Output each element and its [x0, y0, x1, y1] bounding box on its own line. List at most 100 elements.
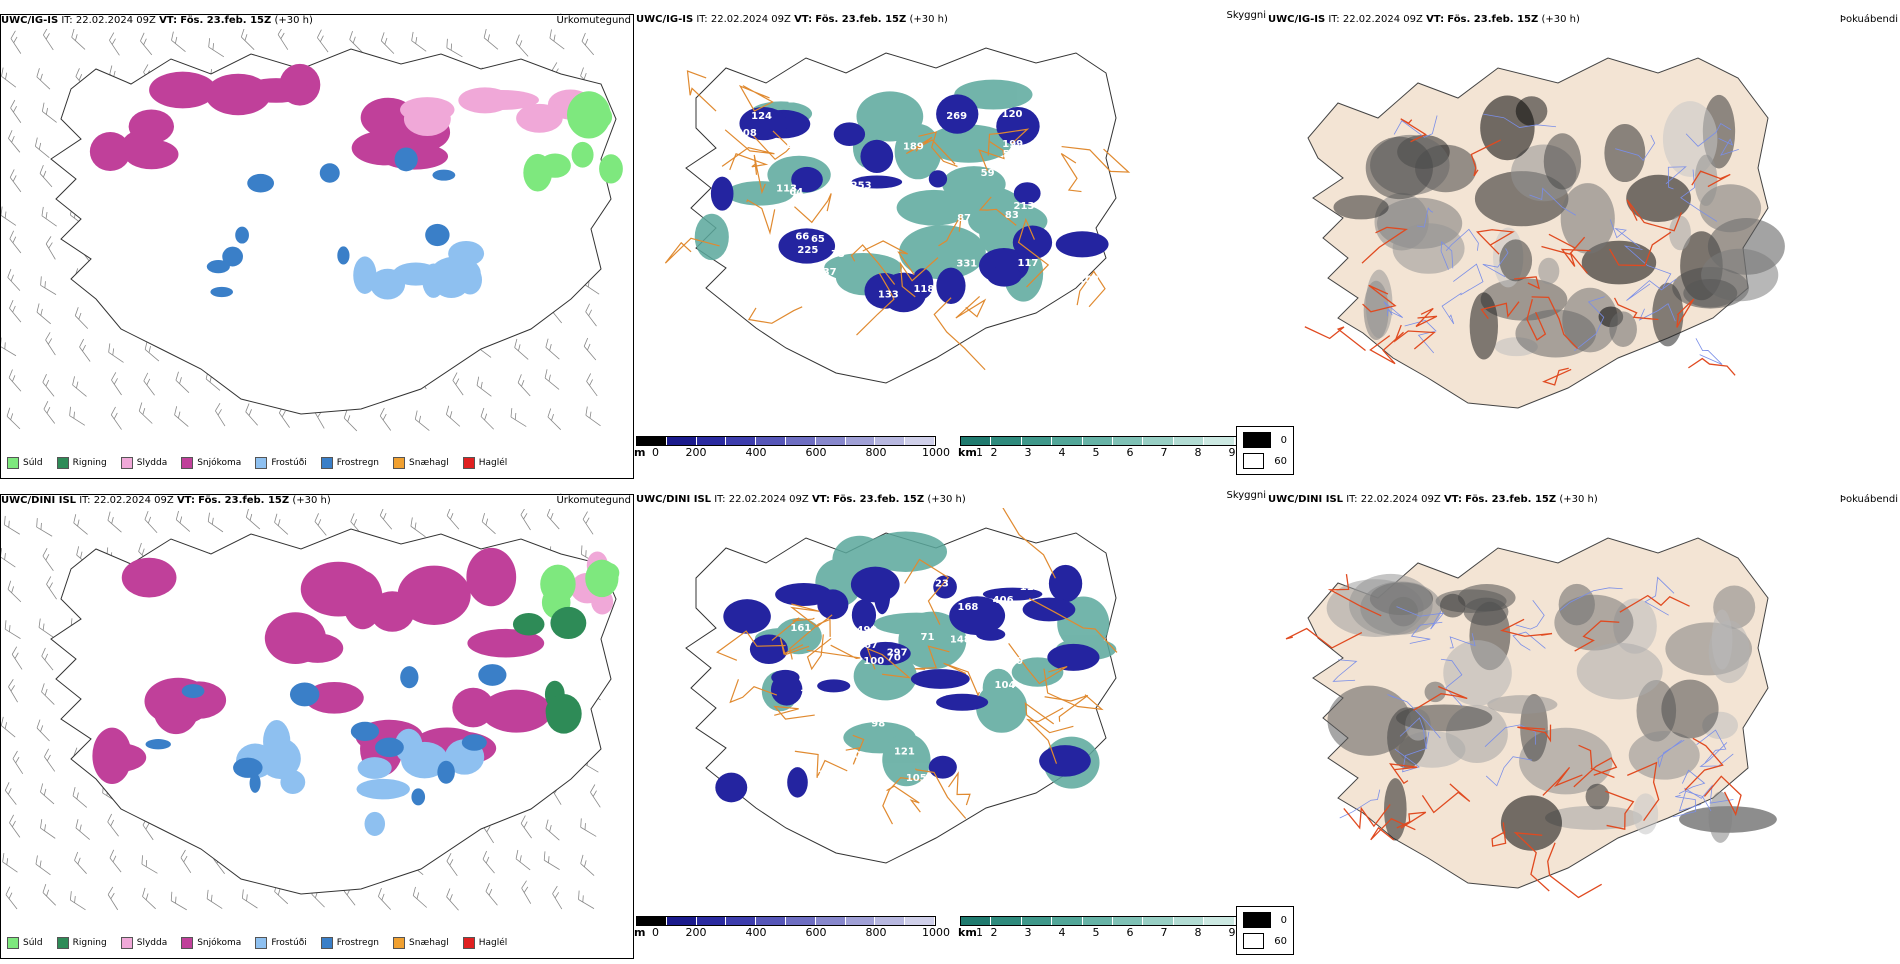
cloud-base-label: 75	[831, 249, 845, 260]
legend-item: Súld	[7, 457, 43, 469]
freezing-rain-area	[206, 147, 456, 298]
legend-label: Snjókoma	[197, 938, 242, 948]
precip-map	[1, 509, 620, 911]
colorbar-tick: 600	[805, 446, 827, 459]
legend-item: Haglél	[462, 457, 508, 469]
colorbar-cell	[815, 917, 846, 925]
fog-legend-swatch	[1243, 432, 1271, 448]
cloud-base-label: 117	[1017, 258, 1038, 269]
panel-header: UWC/IG-IS IT: 22.02.2024 09Z VT: Fös. 23…	[636, 10, 1266, 28]
cloud-base-label: 189	[903, 142, 924, 153]
cloud-base-label: 98	[871, 718, 885, 729]
visibility-colorbar: 12345678910 km	[958, 436, 1273, 459]
legend-swatch	[255, 937, 268, 949]
it-value: 22.02.2024 09Z	[1342, 14, 1423, 25]
cloud-base-label: 79	[1023, 144, 1037, 155]
cloud-base-label: 126	[791, 282, 812, 293]
cloud-base-label: 188	[1084, 99, 1105, 110]
colorbar-cell	[756, 917, 786, 925]
model-name: UWC/DINI ISL	[1, 495, 77, 506]
legend-label: Snæhagl	[409, 938, 449, 948]
cloud-base-label: 55	[1003, 149, 1017, 160]
cloud-base-label: 237	[816, 267, 837, 278]
freezing-rain-area	[145, 664, 507, 806]
fog-legend-value: 0	[1280, 434, 1287, 446]
teal-fog-areas	[754, 531, 1117, 789]
height-colorbar-cells	[636, 916, 936, 926]
vt-value: Fös. 23.feb. 15Z	[815, 14, 907, 25]
cloud-base-label: 105	[906, 773, 927, 784]
row-dini-isl: UWC/DINI ISL IT: 22.02.2024 09Z VT: Fös.…	[0, 490, 1900, 964]
legend-item: Haglél	[462, 937, 507, 949]
colorbar-cell	[1082, 917, 1114, 925]
legend-label: Súld	[23, 458, 43, 468]
model-name: UWC/IG-IS	[1, 15, 59, 26]
vt-label: VT:	[794, 14, 813, 25]
panel-header: UWC/DINI ISL IT: 22.02.2024 09Z VT: Fös.…	[1, 495, 633, 509]
row-ig-is: UWC/IG-IS IT: 22.02.2024 09Z VT: Fös. 23…	[0, 10, 1900, 484]
cloud-base-label: 225	[797, 245, 818, 256]
colorbar-cell	[726, 917, 757, 925]
cloud-base-label: 58	[856, 224, 870, 235]
road-network	[716, 508, 1118, 825]
colorbar-cell	[1204, 917, 1235, 925]
cloud-base-label: 267	[857, 640, 878, 651]
colorbar-cell	[666, 917, 697, 925]
legend-label: Snæhagl	[409, 458, 449, 468]
colorbar-tick: 600	[805, 926, 827, 939]
frozen-drizzle-area	[353, 240, 485, 300]
colorbar-cell	[845, 437, 876, 445]
colorbar-tick: 1000	[922, 446, 950, 459]
height-unit: m	[634, 446, 646, 459]
legend-label: Frostregn	[336, 458, 380, 468]
legend-swatch	[462, 937, 475, 949]
colorbar-cell	[726, 437, 757, 445]
cloud-base-label: 72	[820, 210, 834, 221]
cloud-base-label: 59	[981, 168, 995, 179]
it-value: 22.02.2024 09Z	[728, 494, 809, 505]
fog-legend: 0 60	[1236, 906, 1294, 955]
legend-label: Rigning	[72, 458, 107, 468]
panel-header: UWC/DINI ISL IT: 22.02.2024 09Z VT: Fös.…	[636, 490, 1266, 508]
visibility-unit: km	[958, 446, 977, 459]
lead-time: (+30 h)	[1541, 14, 1580, 25]
colorbar-cell	[1204, 437, 1235, 445]
colorbar-tick: 1	[976, 926, 983, 939]
colorbar-cell	[905, 917, 935, 925]
it-value: 22.02.2024 09Z	[93, 495, 174, 506]
cloud-base-label: 56	[823, 776, 837, 787]
it-value: 22.02.2024 09Z	[75, 15, 156, 26]
legend-item: Frostúði	[255, 457, 307, 469]
panel-title: Úrkomutegund	[556, 15, 631, 26]
rain-area	[512, 606, 587, 734]
colorbar-cell	[696, 437, 727, 445]
vt-label: VT:	[159, 15, 178, 26]
legend-label: Haglél	[478, 458, 508, 468]
cloud-base-label: 148	[950, 635, 971, 646]
lead-time: (+30 h)	[927, 494, 966, 505]
fog-legend-value: 60	[1274, 455, 1287, 467]
fog-legend-swatch	[1243, 933, 1265, 949]
visibility-colorbar-ticks: 12345678910	[960, 926, 1273, 939]
legend-label: Súld	[23, 938, 43, 948]
height-unit: m	[634, 926, 646, 939]
vt-label: VT:	[1443, 494, 1462, 505]
cloud-base-label: 331	[956, 259, 977, 270]
vt-value: Fös. 23.feb. 15Z	[1465, 494, 1557, 505]
cloud-base-label: 83	[1005, 210, 1019, 221]
colorbar-tick: 3	[1024, 446, 1032, 459]
legend-item: Frostúði	[255, 937, 307, 949]
cloud-base-label: 499	[857, 625, 878, 636]
colorbar-tick: 1000	[922, 926, 950, 939]
vt-value: Fös. 23.feb. 15Z	[1447, 14, 1539, 25]
precip-legend: Súld Rigning Slydda Snjókoma Frostúði Frostre…	[1, 455, 507, 471]
legend-swatch	[320, 937, 333, 949]
model-name: UWC/IG-IS	[1268, 14, 1326, 25]
cloud-base-label: 169	[1007, 162, 1028, 173]
colorbar-cell	[961, 917, 992, 925]
legend-swatch	[181, 457, 194, 469]
legend-swatch	[255, 457, 268, 469]
colorbar-tick: 200	[685, 446, 707, 459]
legend-item: Slydda	[120, 457, 167, 469]
